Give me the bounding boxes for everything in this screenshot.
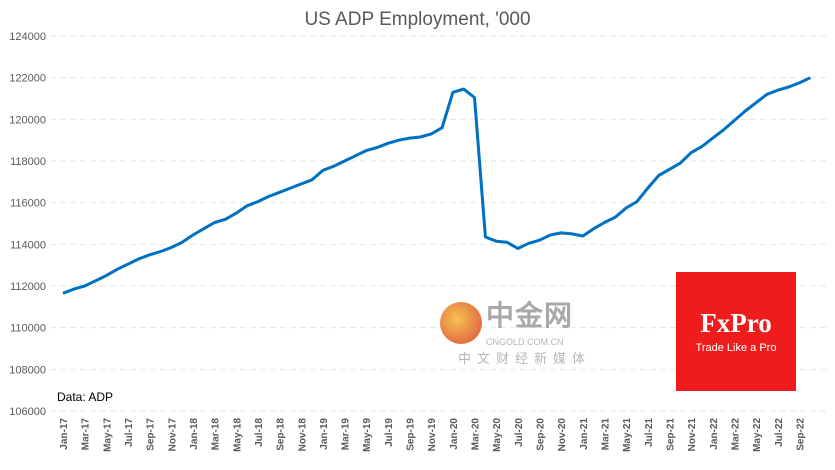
logo-tagline: Trade Like a Pro bbox=[695, 342, 777, 354]
y-tick-label: 124000 bbox=[9, 31, 46, 43]
x-tick-label: Sep-17 bbox=[146, 418, 157, 451]
x-tick-label: Jan-20 bbox=[449, 418, 460, 450]
x-tick-label: Jul-19 bbox=[384, 418, 395, 447]
x-tick-label: Mar-17 bbox=[81, 418, 92, 451]
x-tick-label: Nov-17 bbox=[167, 418, 178, 452]
x-tick-label: May-19 bbox=[362, 418, 373, 452]
x-tick-label: Mar-19 bbox=[341, 418, 352, 451]
x-tick-label: Jan-19 bbox=[319, 418, 330, 450]
logo-brand: FxPro bbox=[700, 308, 772, 338]
x-tick-label: May-21 bbox=[622, 418, 633, 452]
x-tick-label: Mar-20 bbox=[471, 418, 482, 451]
x-tick-label: Sep-18 bbox=[276, 418, 287, 451]
x-tick-label: Sep-20 bbox=[536, 418, 547, 451]
x-tick-label: May-18 bbox=[232, 418, 243, 452]
x-tick-label: Sep-19 bbox=[406, 418, 417, 451]
x-tick-label: Jul-18 bbox=[254, 418, 265, 447]
x-tick-label: Nov-19 bbox=[427, 418, 438, 452]
series-line bbox=[62, 76, 811, 295]
watermark-sub: 中文财经新媒体 bbox=[458, 351, 592, 366]
watermark-url: CNGOLD.COM.CN bbox=[486, 337, 564, 347]
x-tick-label: Sep-21 bbox=[665, 418, 676, 451]
fxpro-logo: FxPro Trade Like a Pro bbox=[676, 272, 796, 391]
x-tick-label: Nov-18 bbox=[297, 418, 308, 452]
x-tick-label: Jan-21 bbox=[579, 418, 590, 450]
x-tick-label: Sep-22 bbox=[795, 418, 806, 451]
x-tick-label: Jul-20 bbox=[514, 418, 525, 447]
y-tick-label: 114000 bbox=[10, 239, 46, 251]
y-tick-label: 118000 bbox=[10, 156, 46, 168]
y-tick-label: 120000 bbox=[9, 114, 46, 126]
chart-title: US ADP Employment, '000 bbox=[304, 9, 531, 30]
x-tick-label: Nov-20 bbox=[557, 418, 568, 452]
x-tick-label: Jul-17 bbox=[124, 418, 135, 447]
source-note: Data: ADP bbox=[57, 390, 114, 404]
x-tick-label: May-20 bbox=[492, 418, 503, 452]
y-tick-label: 112000 bbox=[10, 281, 46, 293]
watermark-emblem-icon bbox=[440, 302, 482, 344]
x-tick-label: Mar-18 bbox=[211, 418, 222, 451]
x-tick-label: Jan-22 bbox=[709, 418, 720, 450]
x-tick-label: Jan-18 bbox=[189, 418, 200, 450]
y-tick-label: 116000 bbox=[10, 198, 46, 210]
x-tick-label: May-22 bbox=[752, 418, 763, 452]
x-tick-label: Jul-21 bbox=[644, 418, 655, 447]
y-tick-label: 122000 bbox=[9, 73, 46, 85]
y-tick-label: 108000 bbox=[9, 364, 46, 376]
x-tick-label: Mar-22 bbox=[730, 418, 741, 451]
x-tick-label: Nov-21 bbox=[687, 418, 698, 452]
x-tick-label: Jul-22 bbox=[774, 418, 785, 447]
x-tick-label: May-17 bbox=[102, 418, 113, 452]
y-tick-label: 110000 bbox=[10, 323, 46, 335]
x-tick-label: Mar-21 bbox=[601, 418, 612, 451]
watermark-logo: 中金网 CNGOLD.COM.CN 中文财经新媒体 bbox=[440, 300, 600, 372]
x-tick-label: Jan-17 bbox=[59, 418, 70, 450]
y-tick-label: 106000 bbox=[9, 406, 46, 418]
watermark-name: 中金网 bbox=[486, 300, 574, 331]
